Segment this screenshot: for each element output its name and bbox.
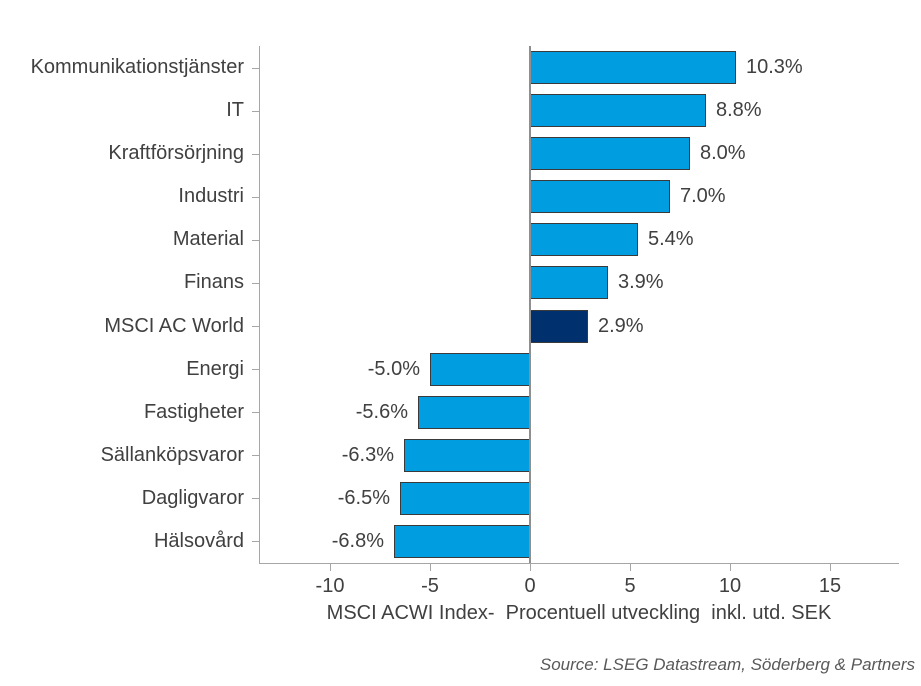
category-label: IT — [226, 99, 244, 122]
value-label: 2.9% — [598, 314, 644, 337]
bar — [530, 51, 736, 85]
source-note: Source: LSEG Datastream, Söderberg & Par… — [539, 655, 915, 674]
value-label: -6.5% — [337, 486, 390, 509]
category-tick — [252, 196, 259, 198]
x-tick — [330, 563, 331, 571]
category-tick — [252, 326, 259, 328]
x-tick-label: 10 — [718, 575, 742, 597]
value-label: -6.8% — [331, 529, 384, 552]
value-label: 3.9% — [618, 271, 664, 294]
x-tick — [730, 563, 731, 571]
category-label: Sällanköpsvaror — [100, 443, 244, 466]
x-tick — [630, 563, 631, 571]
x-tick — [530, 563, 531, 571]
category-label: Kraftförsörjning — [108, 142, 244, 165]
highlight-bar — [530, 309, 588, 343]
bar — [418, 395, 530, 429]
value-label: -5.6% — [355, 400, 408, 423]
bar — [430, 352, 530, 386]
category-label: Energi — [186, 357, 244, 380]
category-axis-line — [259, 46, 260, 563]
category-tick — [252, 541, 259, 543]
x-axis-label: MSCI ACWI Index- Procentuell utveckling … — [326, 602, 832, 624]
category-tick — [252, 282, 259, 284]
category-tick — [252, 369, 259, 371]
category-tick — [252, 412, 259, 414]
x-tick-label: -5 — [421, 575, 439, 597]
category-label: Material — [172, 228, 244, 251]
category-label: Fastigheter — [143, 400, 244, 423]
category-label: MSCI AC World — [104, 314, 244, 337]
category-tick — [252, 498, 259, 500]
x-tick — [830, 563, 831, 571]
value-label: 7.0% — [680, 185, 726, 208]
category-label: Dagligvaror — [141, 486, 244, 509]
category-tick — [252, 67, 259, 69]
category-label: Kommunikationstjänster — [30, 56, 244, 78]
bar — [394, 524, 530, 558]
value-label: -5.0% — [367, 357, 420, 380]
x-tick-label: 5 — [624, 575, 636, 597]
category-tick — [252, 153, 259, 155]
category-label: Finans — [183, 271, 244, 294]
x-tick-label: 15 — [818, 575, 842, 597]
zero-gridline — [529, 46, 531, 563]
x-tick-label: 0 — [524, 575, 536, 597]
bar — [530, 266, 608, 300]
bar — [530, 137, 690, 171]
value-label: -6.3% — [341, 443, 394, 466]
bar — [530, 223, 638, 257]
category-tick — [252, 110, 259, 112]
bar — [530, 180, 670, 214]
bar — [400, 481, 530, 515]
category-label: Hälsovård — [153, 529, 244, 552]
bar — [530, 94, 706, 128]
value-label: 5.4% — [648, 228, 694, 251]
category-tick — [252, 455, 259, 457]
bar — [404, 438, 530, 472]
x-tick-label: -10 — [315, 575, 345, 597]
value-label: 10.3% — [746, 56, 803, 78]
x-tick — [430, 563, 431, 571]
category-label: Industri — [178, 185, 244, 208]
x-axis-line — [259, 563, 899, 564]
value-label: 8.8% — [716, 99, 762, 122]
category-tick — [252, 239, 259, 241]
value-label: 8.0% — [700, 142, 746, 165]
